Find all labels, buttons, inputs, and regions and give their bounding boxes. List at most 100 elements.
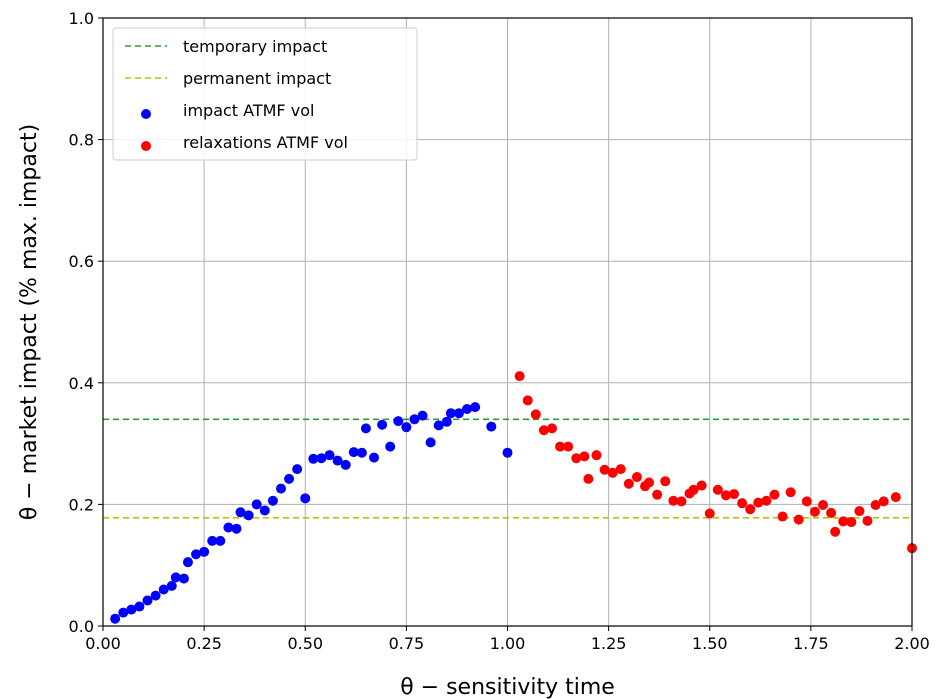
- data-point: [453, 408, 464, 419]
- data-point: [417, 410, 428, 421]
- data-point: [660, 476, 671, 487]
- data-point: [486, 421, 497, 432]
- data-point: [275, 483, 286, 494]
- x-tick-label: 0.50: [287, 634, 323, 653]
- data-point: [555, 441, 566, 452]
- data-point: [178, 573, 189, 584]
- data-point: [623, 478, 634, 489]
- data-point: [583, 473, 594, 484]
- data-point: [729, 489, 740, 500]
- data-point: [215, 535, 226, 546]
- impact-atmf-vol-series: [110, 402, 513, 624]
- data-point: [644, 477, 655, 488]
- data-point: [761, 495, 772, 506]
- data-point: [300, 493, 311, 504]
- data-point: [356, 447, 367, 458]
- data-point: [530, 409, 541, 420]
- legend-box: [112, 27, 418, 161]
- data-point: [223, 522, 234, 533]
- data-point: [720, 490, 731, 501]
- data-point: [259, 505, 270, 516]
- data-point: [502, 447, 513, 458]
- data-point: [110, 613, 121, 624]
- data-point: [393, 416, 404, 427]
- data-point: [142, 595, 153, 606]
- data-point: [890, 492, 901, 503]
- data-point: [826, 507, 837, 518]
- x-axis-label: θ − sensitivity time: [400, 675, 615, 699]
- data-point: [158, 584, 169, 595]
- data-point: [862, 515, 873, 526]
- data-point: [199, 546, 210, 557]
- y-tick-label: 0.2: [69, 495, 94, 514]
- data-point: [433, 420, 444, 431]
- data-point: [607, 467, 618, 478]
- data-point: [369, 452, 380, 463]
- data-point: [251, 499, 262, 510]
- data-point: [599, 464, 610, 475]
- data-point: [878, 496, 889, 507]
- x-tick-label: 1.00: [490, 634, 526, 653]
- data-point: [838, 516, 849, 527]
- data-point: [712, 484, 723, 495]
- data-point: [615, 464, 626, 475]
- data-point: [793, 514, 804, 525]
- data-point: [652, 489, 663, 500]
- data-point: [668, 495, 679, 506]
- y-axis-label: θ − market impact (% max. impact): [17, 124, 42, 520]
- data-point: [118, 607, 129, 618]
- data-point: [292, 464, 303, 475]
- axis-ticks: 0.00 0.25 0.50 0.75 1.00 1.25 1.50 1.75 2.00 0.0 0…: [69, 9, 930, 653]
- x-tick-label: 1.25: [591, 634, 627, 653]
- data-point: [801, 496, 812, 507]
- data-point: [830, 526, 841, 537]
- legend-label: permanent impact: [183, 69, 331, 88]
- data-point: [846, 517, 857, 528]
- data-point: [571, 453, 582, 464]
- data-point: [207, 535, 218, 546]
- data-point: [809, 506, 820, 517]
- legend-label: temporary impact: [183, 37, 327, 56]
- data-point: [150, 590, 161, 601]
- data-point: [818, 500, 829, 511]
- grid: [102, 17, 913, 627]
- y-tick-label: 0.8: [69, 131, 94, 150]
- data-point: [704, 508, 715, 519]
- data-point: [769, 489, 780, 500]
- data-point: [579, 451, 590, 462]
- data-point: [753, 497, 764, 508]
- data-point: [170, 572, 181, 583]
- data-point: [854, 506, 865, 517]
- data-point: [425, 437, 436, 448]
- data-points: [110, 371, 917, 624]
- data-point: [284, 473, 295, 484]
- y-tick-label: 0.0: [69, 617, 94, 636]
- data-point: [777, 511, 788, 522]
- legend-label: relaxations ATMF vol: [183, 133, 348, 152]
- data-point: [134, 601, 145, 612]
- data-point: [360, 423, 371, 434]
- data-point: [235, 507, 246, 518]
- data-point: [324, 450, 335, 461]
- data-point: [745, 504, 756, 515]
- data-point: [409, 414, 420, 425]
- data-point: [591, 450, 602, 461]
- data-point: [385, 441, 396, 452]
- data-point: [514, 371, 525, 382]
- data-point: [332, 455, 343, 466]
- data-point: [785, 487, 796, 498]
- data-point: [340, 459, 351, 470]
- legend: temporary impact permanent impact impact A…: [112, 27, 418, 161]
- data-point: [243, 510, 254, 521]
- data-point: [191, 549, 202, 560]
- data-point: [870, 500, 881, 511]
- data-point: [538, 425, 549, 436]
- data-point: [445, 408, 456, 419]
- data-point: [546, 423, 557, 434]
- data-point: [696, 480, 707, 491]
- data-point: [182, 557, 193, 568]
- data-point: [166, 580, 177, 591]
- y-tick-label: 1.0: [69, 9, 94, 28]
- data-point: [231, 523, 242, 534]
